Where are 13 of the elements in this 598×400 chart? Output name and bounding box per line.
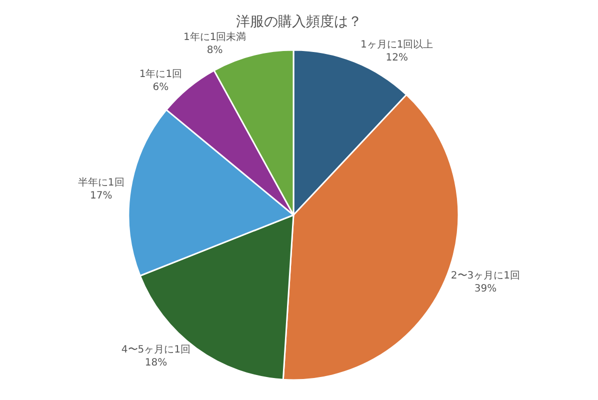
data-label: 39% [474,283,497,294]
data-label: 8% [206,44,223,56]
slice-label: 1年に1回未満 [183,30,246,43]
slice-label: 1年に1回 [139,68,182,80]
slice-label: 4〜5ヶ月に1回 [121,344,191,356]
slice-label: 半年に1回 [78,176,124,188]
chart-title: 洋服の購入頻度は？ [236,14,362,30]
data-label: 18% [144,357,168,368]
data-label: 17% [90,190,112,202]
slice-label: 1ヶ月に1回以上 [360,38,434,50]
data-label: 12% [386,52,408,64]
slice-label: 2〜3ヶ月に1回 [450,270,520,282]
data-label: 6% [152,82,169,93]
